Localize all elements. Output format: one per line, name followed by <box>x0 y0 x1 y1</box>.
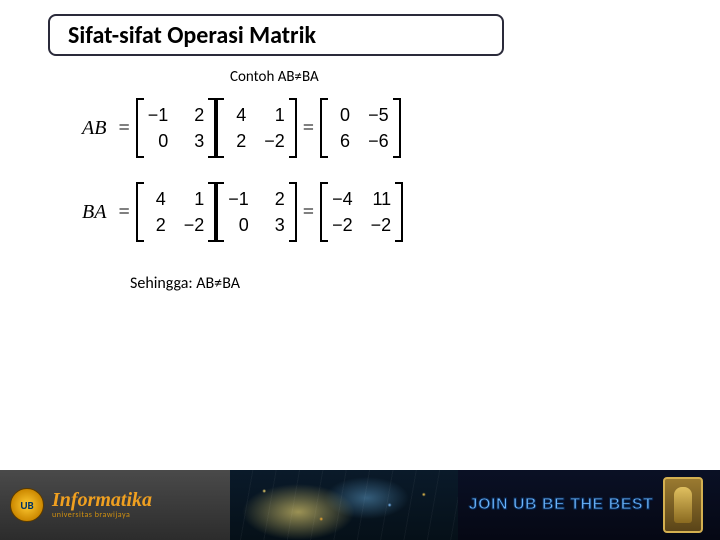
equation-label-ab: AB <box>82 117 106 140</box>
footer-photo-icon <box>230 470 458 540</box>
matrix-ab-a: −1 2 0 3 <box>136 98 217 158</box>
footer-bar: UB Informatika universitas brawijaya JOI… <box>0 470 720 540</box>
brand-text: Informatika universitas brawijaya <box>52 490 152 520</box>
equals-sign: = <box>303 117 314 140</box>
matrix-ba-b: 4 1 2 −2 <box>136 182 217 242</box>
matrix-ba-a: −1 2 0 3 <box>216 182 297 242</box>
title-bar: Sifat-sifat Operasi Matrik <box>48 14 504 56</box>
equals-sign: = <box>118 201 129 224</box>
equals-sign: = <box>303 201 314 224</box>
conclusion-text: Sehingga: AB≠BA <box>130 274 240 293</box>
brand-main: Informatika <box>52 490 152 510</box>
matrix-ab-result: 0 −5 6 −6 <box>320 98 401 158</box>
equals-sign: = <box>118 117 129 140</box>
matrix-ab-b: 4 1 2 −2 <box>216 98 297 158</box>
example-subtitle: Contoh AB≠BA <box>230 68 319 86</box>
page-title: Sifat-sifat Operasi Matrik <box>68 21 316 50</box>
matrix-ba-result: −4 11 −2 −2 <box>320 182 403 242</box>
slogan-text: JOIN UB BE THE BEST <box>469 496 654 514</box>
equation-ba: BA = 4 1 2 −2 −1 2 0 3 = −4 11 −2 −2 <box>82 182 403 242</box>
crest-icon <box>663 477 703 533</box>
ub-logo-icon: UB <box>10 488 44 522</box>
brand-sub: universitas brawijaya <box>52 510 152 520</box>
equation-ab: AB = −1 2 0 3 4 1 2 −2 = 0 −5 6 −6 <box>82 98 401 158</box>
footer-slogan-section: JOIN UB BE THE BEST <box>458 470 720 540</box>
footer-brand-section: UB Informatika universitas brawijaya <box>0 470 230 540</box>
equation-label-ba: BA <box>82 201 106 224</box>
